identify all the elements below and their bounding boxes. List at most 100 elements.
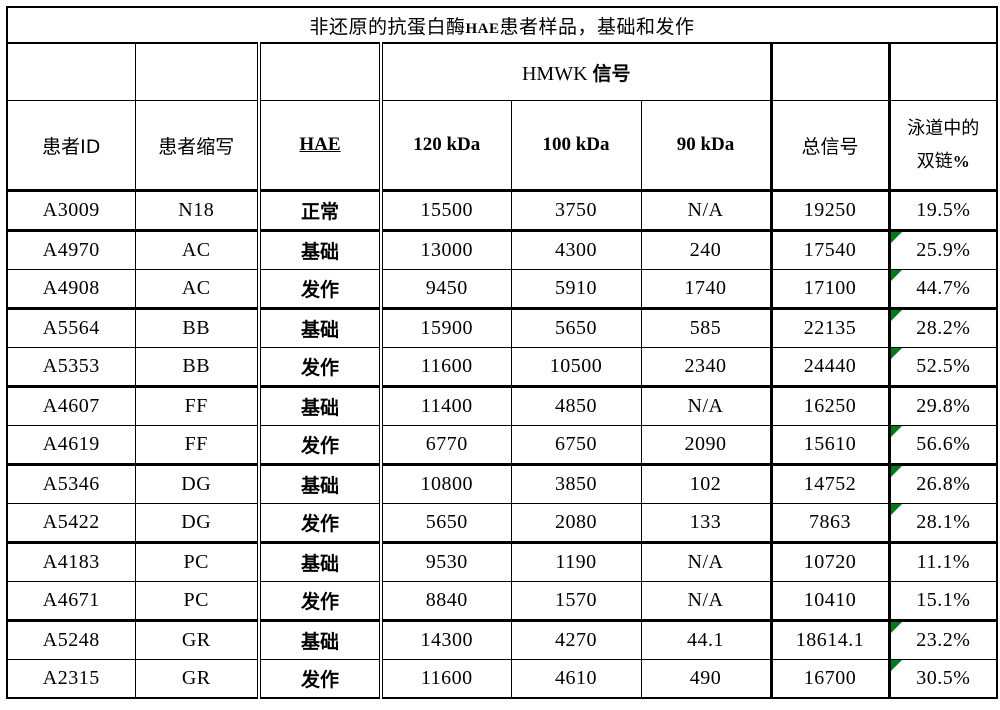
cell-90-kda[interactable]: N/A [641, 387, 771, 426]
cell-hae-state[interactable]: 发作 [259, 270, 381, 309]
cell-patient-id[interactable]: A4607 [7, 387, 135, 426]
cell-patient-id[interactable]: A5353 [7, 348, 135, 387]
cell-percent-duplex[interactable]: 28.2% [889, 309, 997, 348]
cell-patient-initials[interactable]: FF [135, 387, 259, 426]
cell-hae-state[interactable]: 正常 [259, 191, 381, 231]
cell-100-kda[interactable]: 6750 [511, 426, 641, 465]
cell-percent-duplex[interactable]: 56.6% [889, 426, 997, 465]
cell-100-kda[interactable]: 4270 [511, 621, 641, 660]
cell-hae-state[interactable]: 基础 [259, 309, 381, 348]
cell-percent-duplex[interactable]: 25.9% [889, 231, 997, 270]
cell-hae-state[interactable]: 基础 [259, 231, 381, 270]
cell-120-kda[interactable]: 14300 [381, 621, 511, 660]
cell-percent-duplex[interactable]: 11.1% [889, 543, 997, 582]
cell-100-kda[interactable]: 3850 [511, 465, 641, 504]
cell-patient-id[interactable]: A5564 [7, 309, 135, 348]
cell-percent-duplex[interactable]: 44.7% [889, 270, 997, 309]
cell-patient-initials[interactable]: PC [135, 582, 259, 621]
cell-100-kda[interactable]: 1570 [511, 582, 641, 621]
cell-patient-id[interactable]: A4619 [7, 426, 135, 465]
cell-patient-initials[interactable]: FF [135, 426, 259, 465]
cell-patient-id[interactable]: A5346 [7, 465, 135, 504]
cell-120-kda[interactable]: 15500 [381, 191, 511, 231]
cell-100-kda[interactable]: 1190 [511, 543, 641, 582]
cell-total-signal[interactable]: 19250 [771, 191, 889, 231]
cell-total-signal[interactable]: 16700 [771, 660, 889, 699]
cell-percent-duplex[interactable]: 15.1% [889, 582, 997, 621]
cell-120-kda[interactable]: 8840 [381, 582, 511, 621]
cell-90-kda[interactable]: 102 [641, 465, 771, 504]
cell-100-kda[interactable]: 10500 [511, 348, 641, 387]
cell-percent-duplex[interactable]: 30.5% [889, 660, 997, 699]
cell-total-signal[interactable]: 17540 [771, 231, 889, 270]
cell-patient-id[interactable]: A5422 [7, 504, 135, 543]
cell-patient-initials[interactable]: DG [135, 465, 259, 504]
cell-percent-duplex[interactable]: 26.8% [889, 465, 997, 504]
cell-hae-state[interactable]: 发作 [259, 426, 381, 465]
cell-hae-state[interactable]: 发作 [259, 348, 381, 387]
cell-120-kda[interactable]: 13000 [381, 231, 511, 270]
cell-patient-initials[interactable]: AC [135, 270, 259, 309]
cell-90-kda[interactable]: 240 [641, 231, 771, 270]
cell-patient-initials[interactable]: BB [135, 348, 259, 387]
cell-120-kda[interactable]: 10800 [381, 465, 511, 504]
cell-120-kda[interactable]: 11400 [381, 387, 511, 426]
cell-90-kda[interactable]: 133 [641, 504, 771, 543]
cell-total-signal[interactable]: 10720 [771, 543, 889, 582]
cell-90-kda[interactable]: 44.1 [641, 621, 771, 660]
cell-90-kda[interactable]: 2340 [641, 348, 771, 387]
cell-total-signal[interactable]: 10410 [771, 582, 889, 621]
cell-100-kda[interactable]: 3750 [511, 191, 641, 231]
cell-patient-id[interactable]: A4183 [7, 543, 135, 582]
cell-100-kda[interactable]: 5650 [511, 309, 641, 348]
cell-hae-state[interactable]: 基础 [259, 543, 381, 582]
cell-90-kda[interactable]: N/A [641, 191, 771, 231]
cell-100-kda[interactable]: 4300 [511, 231, 641, 270]
cell-percent-duplex[interactable]: 23.2% [889, 621, 997, 660]
cell-hae-state[interactable]: 基础 [259, 387, 381, 426]
cell-120-kda[interactable]: 9530 [381, 543, 511, 582]
cell-percent-duplex[interactable]: 29.8% [889, 387, 997, 426]
cell-patient-id[interactable]: A4671 [7, 582, 135, 621]
cell-100-kda[interactable]: 2080 [511, 504, 641, 543]
cell-total-signal[interactable]: 14752 [771, 465, 889, 504]
cell-percent-duplex[interactable]: 28.1% [889, 504, 997, 543]
cell-patient-initials[interactable]: AC [135, 231, 259, 270]
cell-patient-id[interactable]: A4908 [7, 270, 135, 309]
cell-120-kda[interactable]: 11600 [381, 660, 511, 699]
cell-percent-duplex[interactable]: 52.5% [889, 348, 997, 387]
cell-100-kda[interactable]: 4850 [511, 387, 641, 426]
cell-total-signal[interactable]: 24440 [771, 348, 889, 387]
cell-patient-initials[interactable]: N18 [135, 191, 259, 231]
cell-120-kda[interactable]: 5650 [381, 504, 511, 543]
cell-percent-duplex[interactable]: 19.5% [889, 191, 997, 231]
cell-100-kda[interactable]: 4610 [511, 660, 641, 699]
cell-total-signal[interactable]: 17100 [771, 270, 889, 309]
cell-120-kda[interactable]: 11600 [381, 348, 511, 387]
cell-patient-initials[interactable]: PC [135, 543, 259, 582]
cell-120-kda[interactable]: 9450 [381, 270, 511, 309]
cell-120-kda[interactable]: 6770 [381, 426, 511, 465]
cell-120-kda[interactable]: 15900 [381, 309, 511, 348]
cell-hae-state[interactable]: 基础 [259, 621, 381, 660]
cell-90-kda[interactable]: 490 [641, 660, 771, 699]
cell-90-kda[interactable]: N/A [641, 582, 771, 621]
cell-patient-id[interactable]: A4970 [7, 231, 135, 270]
cell-90-kda[interactable]: 585 [641, 309, 771, 348]
cell-patient-initials[interactable]: GR [135, 621, 259, 660]
cell-90-kda[interactable]: 1740 [641, 270, 771, 309]
cell-hae-state[interactable]: 发作 [259, 582, 381, 621]
cell-90-kda[interactable]: N/A [641, 543, 771, 582]
cell-100-kda[interactable]: 5910 [511, 270, 641, 309]
cell-patient-initials[interactable]: DG [135, 504, 259, 543]
cell-total-signal[interactable]: 22135 [771, 309, 889, 348]
cell-hae-state[interactable]: 发作 [259, 504, 381, 543]
cell-hae-state[interactable]: 基础 [259, 465, 381, 504]
cell-patient-id[interactable]: A2315 [7, 660, 135, 699]
cell-patient-id[interactable]: A3009 [7, 191, 135, 231]
cell-hae-state[interactable]: 发作 [259, 660, 381, 699]
cell-patient-initials[interactable]: GR [135, 660, 259, 699]
cell-total-signal[interactable]: 16250 [771, 387, 889, 426]
cell-patient-id[interactable]: A5248 [7, 621, 135, 660]
cell-total-signal[interactable]: 7863 [771, 504, 889, 543]
